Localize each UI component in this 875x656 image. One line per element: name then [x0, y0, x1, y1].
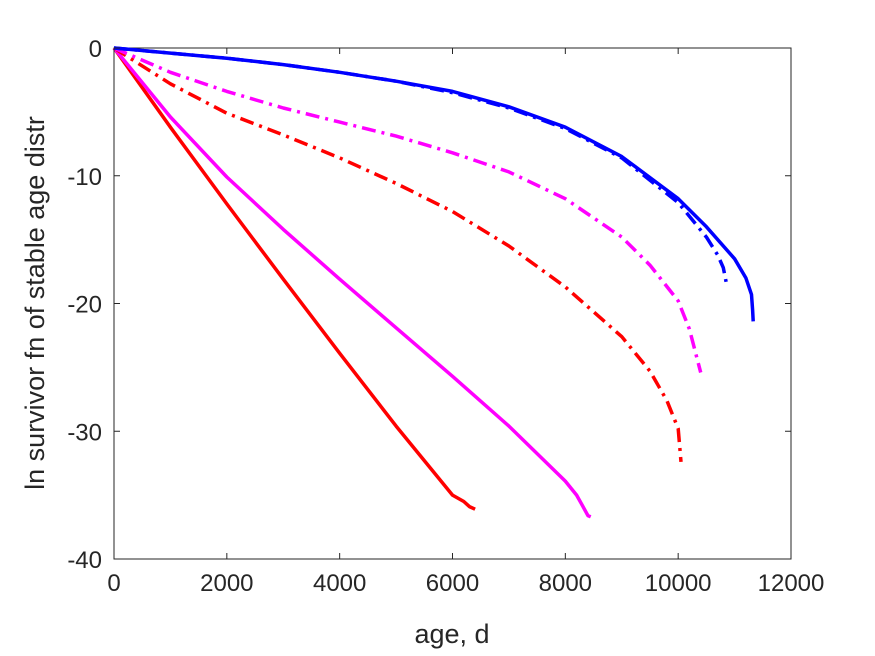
y-axis-label: ln survivor fn of stable age distr: [20, 116, 50, 490]
plot-area: [113, 47, 792, 560]
x-tick-label: 4000: [313, 570, 366, 597]
series-line-1: [112, 46, 476, 511]
y-tick-label: -40: [67, 547, 102, 574]
series-layer: [112, 46, 755, 519]
y-tick-label: -30: [67, 419, 102, 446]
x-tick-label: 12000: [758, 570, 825, 597]
y-tick-label: 0: [89, 36, 102, 63]
y-tick-label: -10: [67, 164, 102, 191]
x-tick-label: 8000: [539, 570, 592, 597]
series-line-6: [113, 46, 755, 322]
x-axis-label: age, d: [414, 619, 489, 649]
tick-layer: 0 2000 4000 6000 8000 10000 12000 0 -10 -20 -30 -40: [67, 36, 824, 597]
series-line-3: [113, 46, 683, 463]
x-tick-label: 6000: [426, 570, 479, 597]
series-line-2: [112, 46, 592, 519]
x-tick-label: 0: [107, 570, 120, 597]
x-tick-label: 10000: [645, 570, 712, 597]
series-line-4: [113, 46, 703, 373]
x-tick-label: 2000: [200, 570, 253, 597]
y-tick-label: -20: [67, 292, 102, 319]
